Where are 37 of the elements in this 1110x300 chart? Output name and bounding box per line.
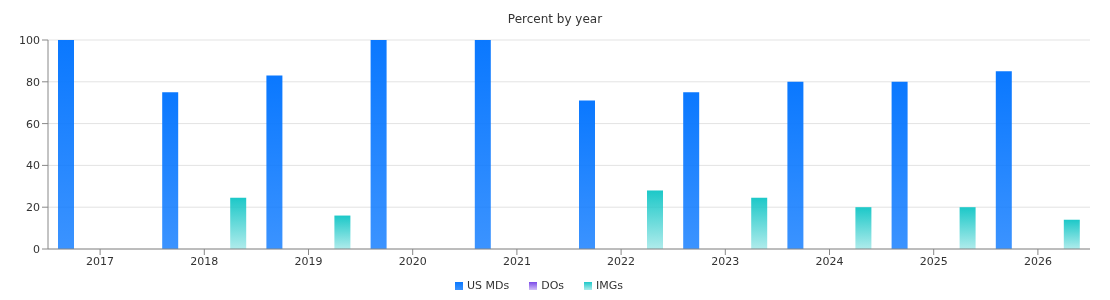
x-tick-label: 2022 <box>607 254 636 268</box>
bar <box>579 100 595 249</box>
bar <box>647 190 663 249</box>
x-tick-label: 2026 <box>1023 254 1052 268</box>
bar <box>370 40 387 249</box>
chart-title: Percent by year <box>506 11 604 28</box>
legend-label: US MDs <box>466 279 510 292</box>
bar <box>683 92 700 249</box>
bar <box>787 81 804 249</box>
bar <box>751 197 768 249</box>
bar <box>334 215 351 249</box>
x-tick-label: 2024 <box>815 254 844 268</box>
bar <box>162 92 179 249</box>
bar <box>266 75 283 249</box>
x-tick-label: 2020 <box>398 254 427 268</box>
x-tick-label: 2021 <box>502 254 531 268</box>
bar <box>891 81 908 249</box>
y-tick-label: 60 <box>26 117 40 131</box>
y-tick-label: 100 <box>19 33 40 47</box>
y-tick-label: 0 <box>33 242 40 256</box>
x-tick-label: 2018 <box>190 254 219 268</box>
bar <box>474 40 491 249</box>
x-tick-label: 2017 <box>86 254 115 268</box>
legend-label: IMGs <box>596 279 624 292</box>
x-tick-label: 2023 <box>711 254 740 268</box>
y-tick-label: 40 <box>26 159 40 173</box>
y-tick-label: 20 <box>26 201 40 215</box>
bar <box>58 40 74 249</box>
y-tick-label: 80 <box>26 75 40 89</box>
bar <box>855 207 872 249</box>
bar <box>1063 219 1080 249</box>
x-tick-label: 2019 <box>294 254 323 268</box>
bar <box>230 197 247 249</box>
bar <box>995 71 1012 249</box>
x-tick-label: 2025 <box>919 254 948 268</box>
legend-label: DOs <box>541 279 565 292</box>
bar <box>959 207 976 249</box>
